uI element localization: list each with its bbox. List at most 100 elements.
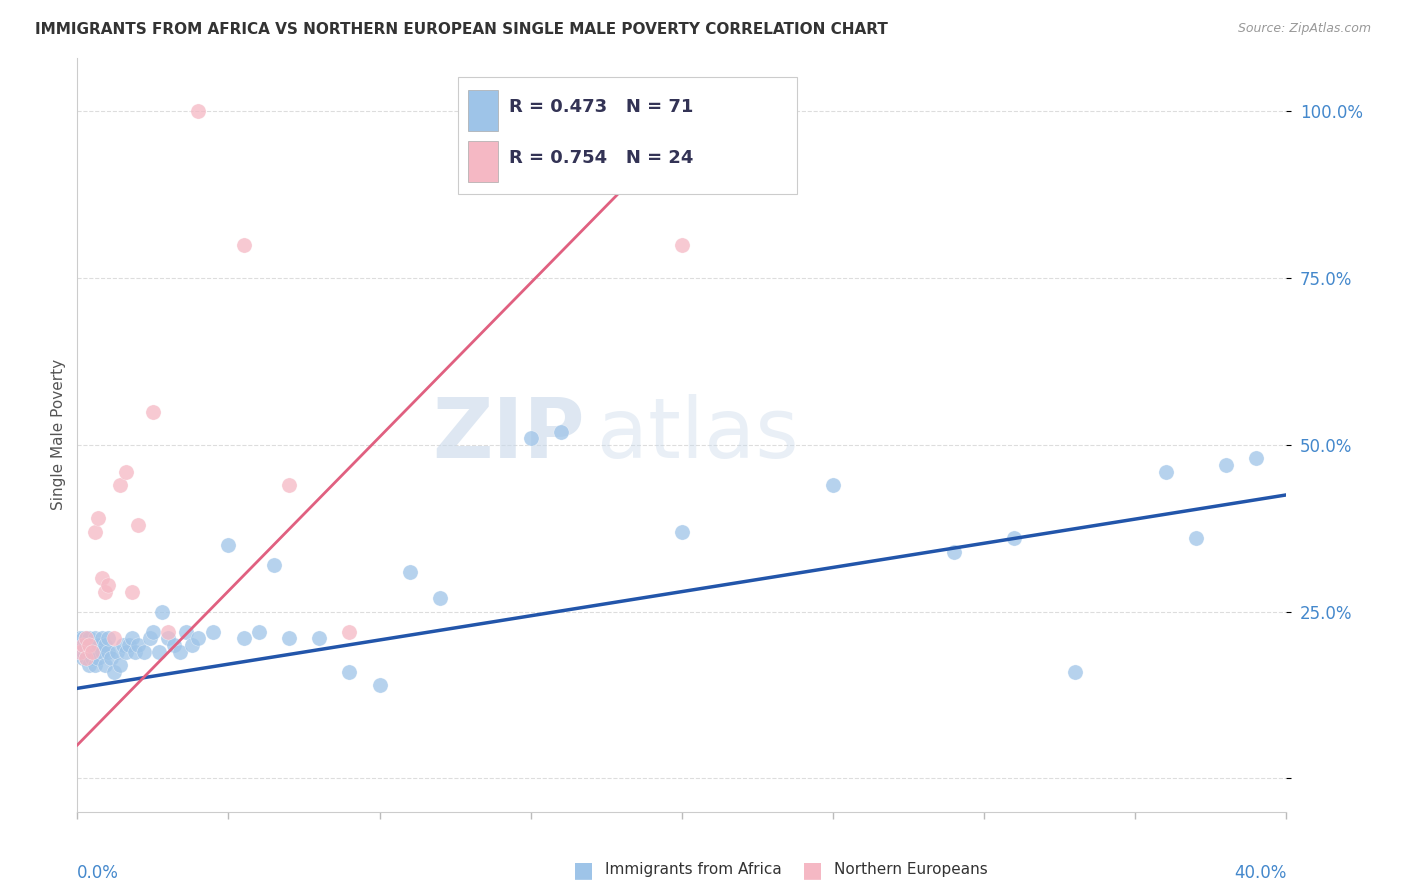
Point [72,638,94,652]
Text: ZIP: ZIP [433,394,585,475]
Point [429,591,451,606]
FancyBboxPatch shape [458,77,797,194]
Point [87,651,110,665]
Point [520,431,543,445]
Point [399,565,422,579]
Point [124,645,146,659]
Point [187,632,209,646]
Point [671,237,693,252]
Point [337,665,360,679]
Point [75,651,97,665]
Point [75,638,97,652]
Point [139,632,162,646]
Point [82,638,104,652]
Point [69,638,91,652]
Point [72,632,94,646]
Point [127,517,149,532]
Point [520,104,543,119]
Point [232,632,254,646]
Y-axis label: Single Male Poverty: Single Male Poverty [51,359,66,510]
Text: Source: ZipAtlas.com: Source: ZipAtlas.com [1237,22,1371,36]
Text: 0.0%: 0.0% [77,864,120,882]
Point [337,624,360,639]
Point [1064,665,1087,679]
Point [72,645,94,659]
Point [82,645,104,659]
Point [82,651,104,665]
Point [1246,451,1268,466]
Point [69,645,91,659]
Point [90,571,112,585]
Point [103,665,125,679]
Point [69,645,91,659]
Point [75,651,97,665]
Point [942,544,965,558]
Point [82,645,104,659]
Point [79,645,101,659]
Point [232,237,254,252]
Point [96,645,118,659]
Point [148,645,170,659]
Text: Immigrants from Africa: Immigrants from Africa [605,863,782,877]
Point [75,632,97,646]
Point [157,632,180,646]
Point [103,632,125,646]
Point [278,632,301,646]
Point [247,624,270,639]
Point [218,538,240,552]
Point [121,632,143,646]
Point [75,632,97,646]
Point [163,638,186,652]
Point [187,104,209,119]
Point [93,584,115,599]
Point [263,558,285,572]
Text: ■: ■ [803,860,823,880]
Point [202,624,225,639]
Point [1154,465,1177,479]
Point [72,638,94,652]
Point [84,632,107,646]
Point [368,678,391,692]
Point [1215,458,1237,472]
Point [75,645,97,659]
Point [72,651,94,665]
Point [114,465,136,479]
Point [181,638,204,652]
Point [121,584,143,599]
Point [174,624,197,639]
Point [84,524,107,539]
Point [100,651,122,665]
Point [87,511,110,525]
Point [84,657,107,672]
Point [157,624,180,639]
Point [671,524,693,539]
Point [118,638,141,652]
FancyBboxPatch shape [468,89,498,131]
Point [1004,531,1026,545]
Text: Northern Europeans: Northern Europeans [834,863,987,877]
Text: R = 0.473   N = 71: R = 0.473 N = 71 [509,98,693,116]
Point [96,578,118,592]
Point [90,645,112,659]
Point [93,638,115,652]
Point [1184,531,1206,545]
Point [127,638,149,652]
Point [79,657,101,672]
Point [114,645,136,659]
Point [278,478,301,492]
Point [550,425,572,439]
Point [308,632,330,646]
Point [108,657,131,672]
Point [69,632,91,646]
Text: R = 0.754   N = 24: R = 0.754 N = 24 [509,149,693,167]
Point [93,657,115,672]
FancyBboxPatch shape [468,141,498,182]
Text: ■: ■ [574,860,593,880]
Point [105,645,128,659]
Point [150,605,173,619]
Point [79,632,101,646]
Text: IMMIGRANTS FROM AFRICA VS NORTHERN EUROPEAN SINGLE MALE POVERTY CORRELATION CHAR: IMMIGRANTS FROM AFRICA VS NORTHERN EUROP… [35,22,889,37]
Text: 40.0%: 40.0% [1234,864,1286,882]
Point [108,478,131,492]
Point [142,404,165,418]
